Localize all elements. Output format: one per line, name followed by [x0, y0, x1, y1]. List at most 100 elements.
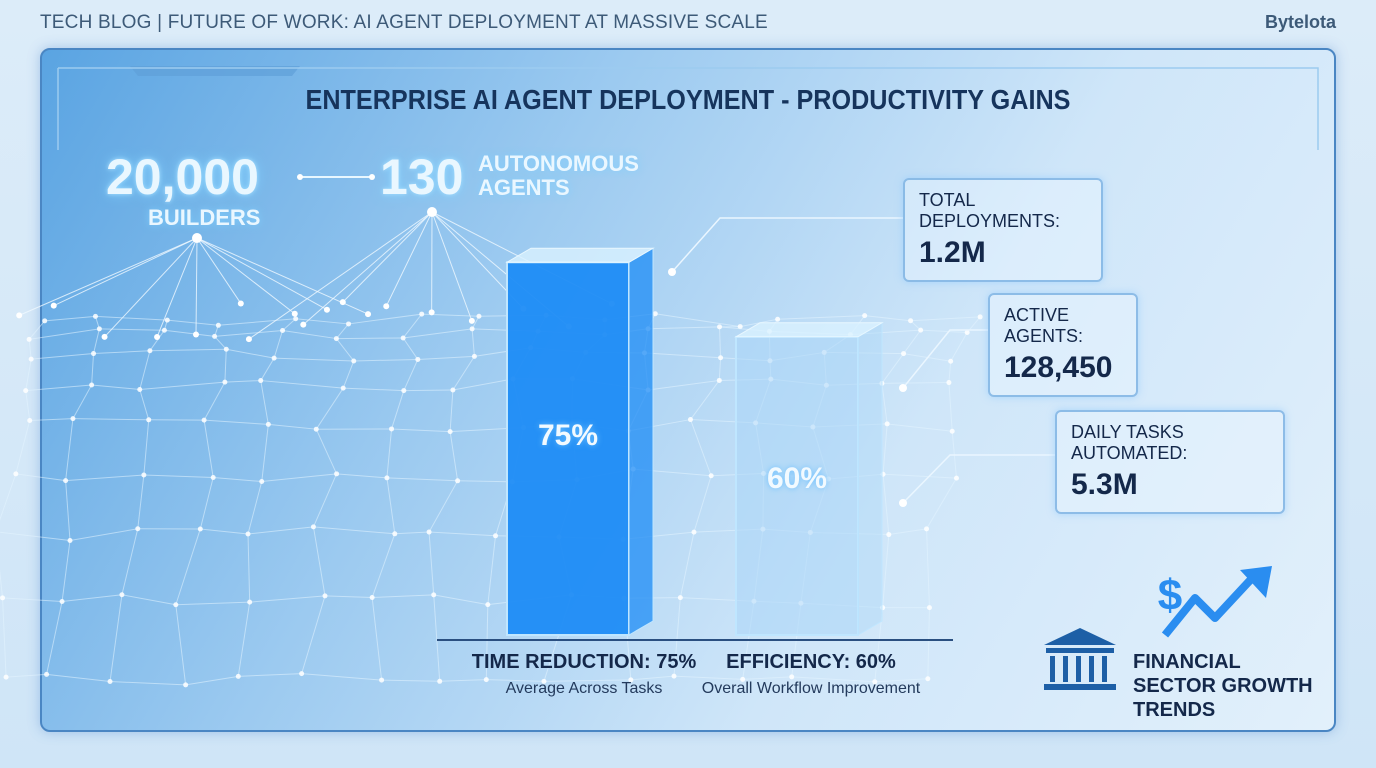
net-node [280, 328, 286, 334]
net-node [476, 313, 482, 319]
svg-text:$: $ [1158, 571, 1182, 620]
net-line [403, 359, 419, 391]
fan-line [431, 211, 473, 322]
net-node [775, 316, 781, 322]
net-line [648, 326, 720, 330]
net-line [0, 473, 17, 521]
net-line [371, 597, 383, 681]
metric-box: TOTAL DEPLOYMENTS: 1.2M [903, 178, 1103, 282]
metric-label: TOTAL DEPLOYMENTS: [919, 190, 1061, 231]
net-node [147, 348, 153, 354]
net-line [926, 528, 930, 608]
net-line [29, 328, 100, 340]
net-line [883, 473, 957, 479]
net-node [872, 679, 878, 685]
fan-node [300, 321, 307, 328]
net-node [0, 595, 6, 601]
net-line [268, 423, 317, 430]
net-line [864, 315, 911, 322]
net-line [121, 594, 176, 606]
net-line [433, 594, 441, 682]
net-node [351, 358, 357, 364]
net-line [15, 473, 66, 482]
net-node [483, 677, 489, 683]
net-line [200, 528, 249, 535]
net-line [93, 328, 100, 354]
net-line [65, 418, 74, 481]
net-node [333, 336, 339, 342]
net-line [46, 601, 63, 675]
net-line [25, 359, 32, 391]
net-line [139, 381, 225, 391]
fan-node [192, 331, 199, 338]
net-node [379, 677, 385, 683]
net-node [384, 475, 390, 481]
net-line [791, 676, 875, 683]
net-node [400, 335, 406, 341]
net-line [487, 535, 497, 605]
net-line [91, 353, 95, 385]
net-line [109, 681, 186, 686]
net-line [2, 597, 7, 678]
bar-group [734, 321, 884, 636]
net-node [334, 471, 340, 477]
net-line [224, 380, 261, 383]
net-line [903, 329, 922, 354]
net-node [92, 313, 98, 319]
net-line [336, 337, 404, 340]
net-node [322, 593, 328, 599]
net-line [471, 328, 475, 357]
net-node [431, 592, 437, 598]
net-node [258, 378, 264, 384]
net-line [348, 313, 422, 325]
net-line [402, 337, 419, 360]
brand: Bytelota [1264, 12, 1336, 32]
net-line [391, 428, 451, 433]
net-line [25, 390, 31, 421]
fan-node [16, 312, 23, 319]
bar-group [505, 247, 655, 636]
net-line [214, 330, 283, 337]
fan-line [342, 211, 433, 303]
net-line [673, 675, 743, 680]
net-line [175, 528, 201, 605]
net-line [336, 473, 387, 479]
net-line [630, 675, 675, 681]
net-line [644, 352, 721, 359]
net-line [46, 673, 111, 683]
net-line [175, 604, 187, 685]
net-node [541, 678, 547, 684]
net-node [173, 602, 179, 608]
net-node [652, 311, 658, 317]
blog-title: TECH BLOG | FUTURE OF WORK: AI AGENT DEP… [40, 12, 768, 33]
net-line [315, 428, 338, 475]
net-node [346, 321, 352, 327]
net-line [149, 348, 227, 352]
net-line [887, 423, 953, 432]
net-node [415, 356, 421, 362]
net-line [313, 526, 395, 535]
net-line [429, 531, 496, 537]
net-line [920, 329, 968, 334]
net-line [199, 477, 214, 530]
net-line [882, 534, 890, 608]
net-line [881, 353, 904, 384]
net-node [908, 318, 914, 324]
net-node [977, 314, 983, 320]
net-line [403, 389, 453, 392]
net-line [449, 389, 454, 432]
net-line [543, 679, 631, 682]
net-line [433, 594, 488, 606]
chart-title: ENTERPRISE AI AGENT DEPLOYMENT - PRODUCT… [305, 84, 1071, 115]
net-line [93, 350, 150, 355]
net-node [924, 526, 930, 532]
net-node [884, 421, 890, 427]
net-line [301, 595, 326, 674]
net-line [381, 679, 440, 682]
fan-node [291, 310, 298, 317]
net-line [213, 476, 262, 483]
net-node [146, 417, 152, 423]
value-label: 60% [766, 462, 828, 496]
fan-line [104, 237, 198, 338]
net-line [335, 338, 355, 362]
